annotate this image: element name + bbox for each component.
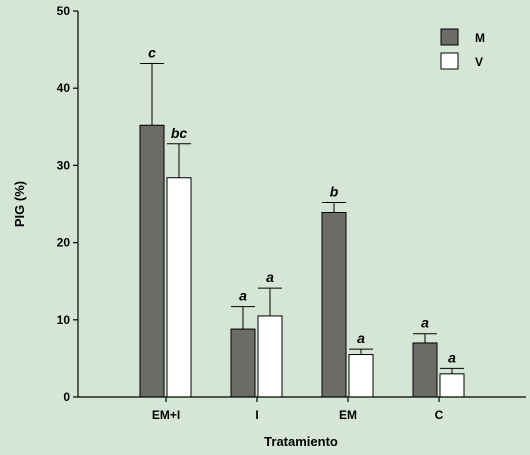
- bar-M-3: [412, 342, 438, 398]
- y-tick-label: 0: [63, 390, 70, 404]
- y-ticks: 0 10 20 30 40 50: [57, 4, 78, 404]
- bar-V-3: [439, 373, 465, 398]
- significance-letter: a: [357, 330, 365, 346]
- x-tick-label: I: [255, 408, 258, 422]
- significance-letter: bc: [171, 125, 188, 141]
- significance-letter: c: [148, 44, 156, 60]
- legend: MV: [440, 28, 485, 70]
- x-tick-label: EM+I: [152, 408, 180, 422]
- y-tick-label: 30: [57, 158, 71, 172]
- y-tick-label: 10: [57, 313, 71, 327]
- bars-layer: c bc a a b a a a: [139, 44, 465, 398]
- significance-letter: a: [266, 269, 274, 285]
- significance-letter: a: [239, 288, 247, 304]
- legend-label-V: V: [475, 55, 483, 69]
- legend-swatch-M: [440, 28, 459, 46]
- legend-label-M: M: [475, 31, 485, 45]
- x-axis-title: Tratamiento: [264, 434, 338, 449]
- y-tick-label: 40: [57, 81, 71, 95]
- bar-V-1: [257, 315, 283, 398]
- y-tick-label: 50: [57, 4, 71, 18]
- y-axis-title: PIG (%): [12, 181, 27, 227]
- significance-letter: a: [421, 315, 429, 331]
- bar-M-1: [230, 328, 256, 398]
- bar-V-0: [166, 177, 192, 398]
- bar-M-0: [139, 124, 165, 398]
- x-ticks: EM+I I EM C: [152, 397, 444, 422]
- significance-letter: b: [330, 183, 339, 199]
- x-tick-label: EM: [339, 408, 357, 422]
- bar-M-2: [321, 211, 347, 398]
- significance-letter: a: [448, 349, 456, 365]
- bar-V-2: [348, 354, 374, 398]
- x-tick-label: C: [435, 408, 444, 422]
- legend-swatch-V: [440, 52, 459, 70]
- axes-layer: [77, 11, 526, 398]
- y-tick-label: 20: [57, 236, 71, 250]
